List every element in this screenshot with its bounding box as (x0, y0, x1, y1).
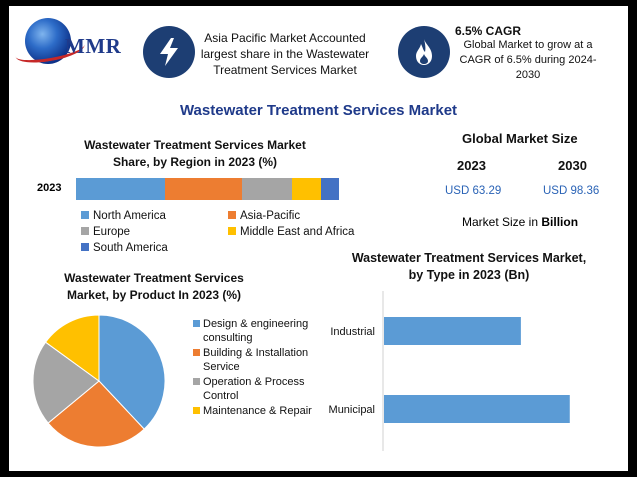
legend-europe: Europe (81, 226, 130, 238)
legend-south-america: South America (81, 242, 168, 254)
legend-label: South America (93, 242, 168, 254)
pie-legend-operation: Operation & Process Control (193, 375, 313, 403)
market-size-title: Global Market Size (462, 131, 578, 146)
product-chart-title: Wastewater Treatment Services Market, by… (49, 270, 259, 304)
legend-swatch (193, 407, 200, 414)
pie-slice-3 (44, 314, 100, 382)
legend-swatch (228, 211, 236, 219)
type-bar-municipal (384, 395, 570, 423)
legend-label: Operation & Process Control (203, 376, 305, 402)
market-size-note: Market Size in Billion (462, 215, 578, 229)
pie-legend-building: Building & Installation Service (193, 346, 313, 374)
legend-label: Maintenance & Repair (203, 405, 312, 417)
legend-label: North America (93, 210, 166, 222)
main-title: Wastewater Treatment Services Market (179, 102, 458, 119)
legend-swatch (193, 320, 200, 327)
type-chart-title: Wastewater Treatment Services Market, by… (339, 250, 599, 284)
legend-swatch (81, 211, 89, 219)
type-category-label: Municipal (329, 404, 375, 416)
pie-legend-maintenance: Maintenance & Repair (193, 404, 313, 418)
product-pie-chart (32, 314, 166, 448)
stack-segment-3 (291, 178, 321, 200)
region-year-label: 2023 (37, 182, 62, 194)
stack-segment-2 (241, 178, 292, 200)
region-title-line2: Share, by Region in 2023 (%) (112, 155, 278, 169)
cagr-text: Global Market to grow at a CAGR of 6.5% … (459, 39, 597, 81)
pie-slice-2 (32, 341, 100, 424)
product-title-line1: Wastewater Treatment Services (64, 271, 244, 285)
product-title-line2: Market, by Product In 2023 (%) (66, 288, 242, 302)
flame-badge-icon (398, 26, 450, 78)
type-bar-chart: Industrial Municipal (329, 291, 570, 451)
type-title-line1: Wastewater Treatment Services Market, (351, 251, 587, 265)
stack-segment-4 (320, 178, 339, 200)
legend-swatch (81, 227, 89, 235)
legend-asia-pacific: Asia-Pacific (228, 210, 300, 222)
legend-label: Europe (93, 226, 131, 238)
region-title-line1: Wastewater Treatment Services Market (84, 138, 306, 152)
legend-swatch (81, 243, 89, 251)
infographic-frame: MMR Asia Pacific Market Accounted larges… (9, 6, 628, 471)
type-title-line2: by Type in 2023 (Bn) (408, 268, 530, 282)
market-size-value2: USD 98.36 (543, 185, 600, 197)
region-stacked-bar (76, 178, 339, 200)
type-bar-industrial (384, 317, 521, 345)
region-chart-title: Wastewater Treatment Services Market Sha… (65, 137, 325, 171)
market-size-note-unit: Billion (541, 215, 579, 229)
globe-logo-icon (25, 18, 71, 64)
legend-swatch (193, 349, 200, 356)
stack-segment-1 (165, 178, 242, 200)
market-size-year2: 2030 (558, 158, 587, 173)
stack-segment-0 (76, 178, 166, 200)
legend-north-america: North America (81, 210, 166, 222)
pie-legend-design: Design & engineering consulting (193, 317, 313, 345)
legend-label: Building & Installation Service (203, 347, 309, 373)
market-size-year1: 2023 (457, 158, 486, 173)
logo-text: MMR (65, 34, 122, 58)
lightning-badge-icon (143, 26, 195, 78)
cagr-heading: 6.5% CAGR (455, 24, 522, 38)
legend-mea: Middle East and Africa (228, 226, 354, 238)
legend-label: Middle East and Africa (240, 226, 355, 238)
pie-slice-0 (98, 314, 166, 430)
legend-label: Design & engineering consulting (203, 318, 309, 344)
legend-swatch (228, 227, 236, 235)
pie-slice-1 (47, 380, 145, 448)
info-asia-pacific: Asia Pacific Market Accounted largest sh… (200, 31, 370, 77)
market-size-note-prefix: Market Size in (462, 215, 542, 229)
legend-swatch (193, 378, 200, 385)
legend-label: Asia-Pacific (240, 210, 301, 222)
type-category-label: Industrial (330, 326, 375, 338)
market-size-value1: USD 63.29 (445, 185, 502, 197)
